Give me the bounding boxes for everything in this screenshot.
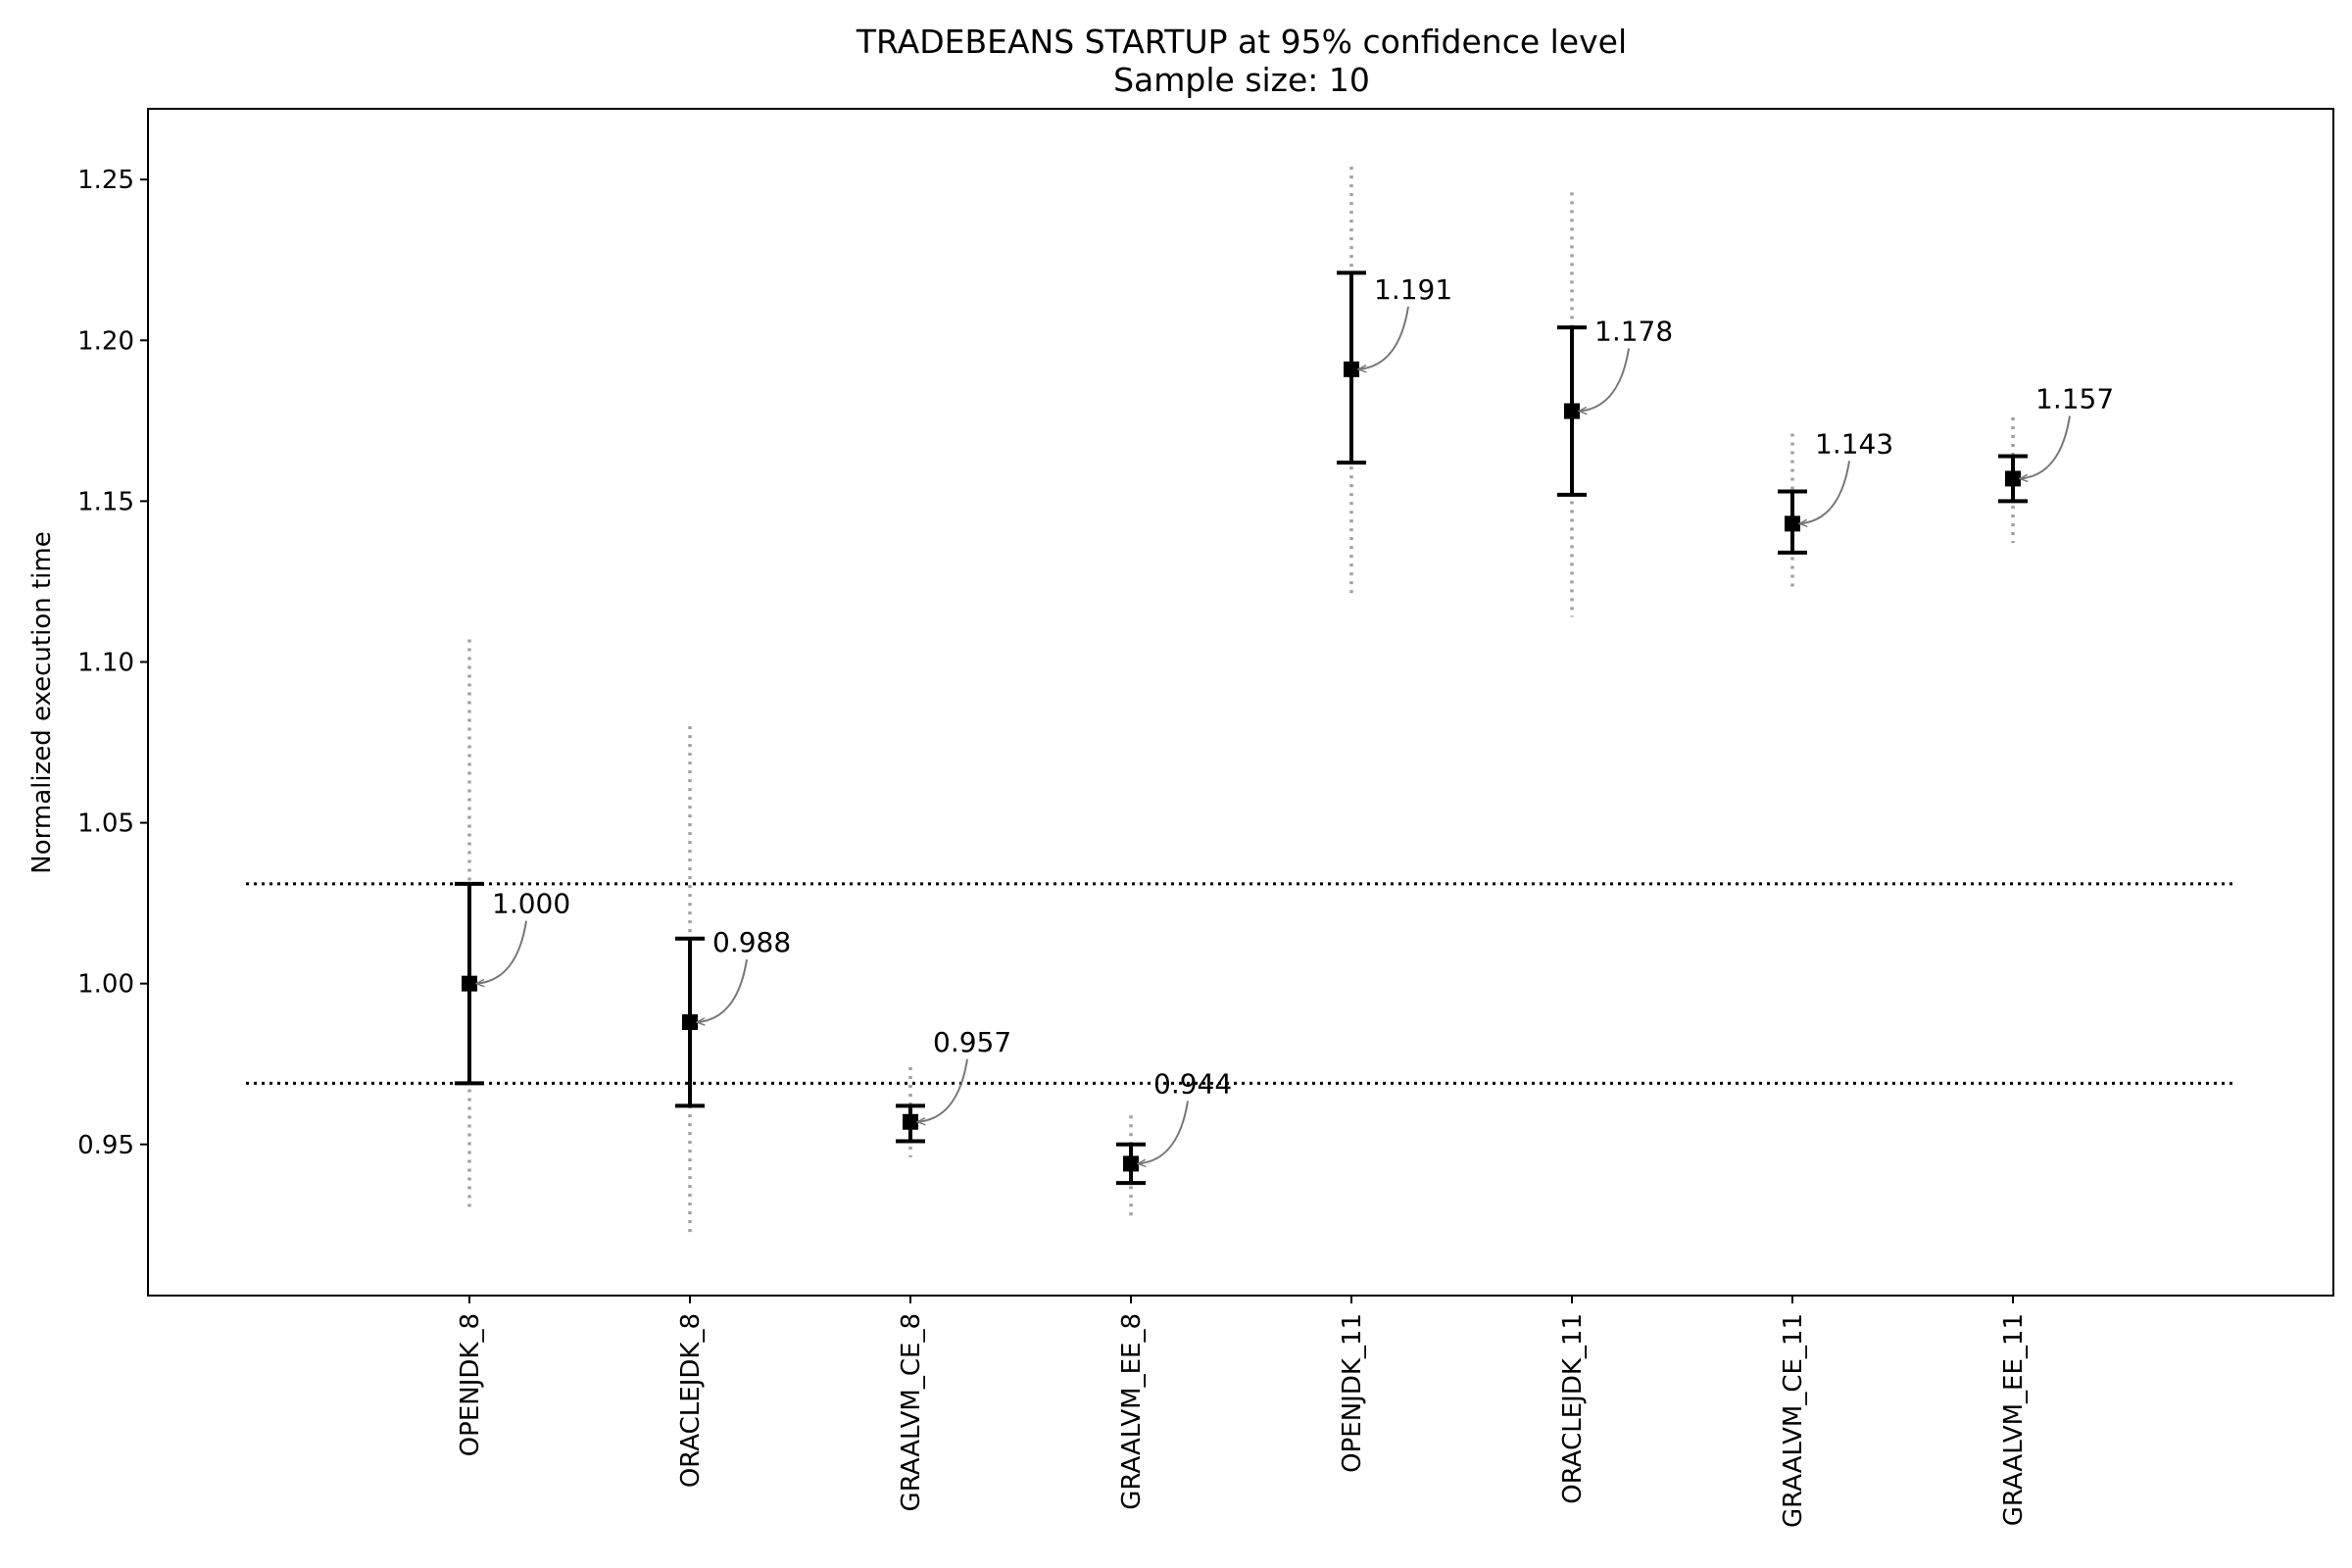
annotation-arrow-oraclejdk-8 xyxy=(697,958,748,1022)
x-tick-label-graalvm-ee-8: GRAALVM_EE_8 xyxy=(1117,1313,1147,1510)
value-label-graalvm-ce-8: 0.957 xyxy=(933,1026,1011,1058)
mean-marker-graalvm-ee-11 xyxy=(2005,470,2021,487)
annotation-arrow-openjdk-8 xyxy=(476,920,527,984)
annotation-arrow-oraclejdk-11 xyxy=(1579,348,1630,411)
y-tick-label-2: 1.05 xyxy=(77,809,134,839)
y-tick-label-0: 0.95 xyxy=(77,1131,134,1160)
mean-marker-openjdk-11 xyxy=(1344,361,1359,377)
y-tick-label-4: 1.15 xyxy=(77,487,134,516)
value-label-openjdk-11: 1.191 xyxy=(1374,273,1452,306)
annotation-arrow-graalvm-ce-8 xyxy=(917,1058,968,1122)
value-label-oraclejdk-11: 1.178 xyxy=(1594,315,1673,347)
chart-subtitle: Sample size: 10 xyxy=(1113,61,1370,99)
x-tick-label-graalvm-ce-8: GRAALVM_CE_8 xyxy=(897,1313,926,1511)
annotation-arrow-openjdk-11 xyxy=(1358,306,1409,369)
annotation-arrow-graalvm-ce-11 xyxy=(1799,461,1850,523)
x-tick-label-graalvm-ce-11: GRAALVM_CE_11 xyxy=(1779,1313,1808,1528)
x-tick-label-oraclejdk-8: ORACLEJDK_8 xyxy=(676,1313,706,1488)
x-tick-label-openjdk-11: OPENJDK_11 xyxy=(1338,1313,1367,1473)
chart-title: TRADEBEANS STARTUP at 95% confidence lev… xyxy=(856,23,1627,61)
value-label-graalvm-ee-11: 1.157 xyxy=(2035,382,2114,415)
x-tick-label-openjdk-8: OPENJDK_8 xyxy=(456,1313,485,1456)
ci-bars xyxy=(455,270,2028,1186)
annotation-arrow-graalvm-ee-8 xyxy=(1138,1101,1189,1163)
mean-marker-graalvm-ee-8 xyxy=(1123,1155,1139,1172)
value-label-openjdk-8: 1.000 xyxy=(492,888,570,920)
y-tick-label-1: 1.00 xyxy=(77,970,134,1000)
y-tick-label-5: 1.20 xyxy=(77,326,134,356)
y-axis-ticks: 0.95 1.00 1.05 1.10 1.15 1.20 1.25 xyxy=(77,166,148,1160)
value-annotations: 1.000 0.988 0.957 0.944 1.191 1.178 1.143 1.157 xyxy=(476,273,2114,1164)
plot-frame xyxy=(147,108,2334,1297)
value-label-oraclejdk-8: 0.988 xyxy=(712,926,791,958)
range-bars xyxy=(467,167,2015,1238)
reference-lines xyxy=(246,882,2235,1085)
value-label-graalvm-ee-8: 0.944 xyxy=(1153,1067,1232,1100)
value-label-graalvm-ce-11: 1.143 xyxy=(1815,427,1893,460)
annotation-arrow-graalvm-ee-11 xyxy=(2020,416,2071,478)
mean-markers xyxy=(462,361,2021,1172)
x-axis-ticks: OPENJDK_8 ORACLEJDK_8 GRAALVM_CE_8 GRAALVM_… xyxy=(456,1296,2029,1528)
x-tick-label-graalvm-ee-11: GRAALVM_EE_11 xyxy=(1999,1313,2029,1526)
y-axis-label: Normalized execution time xyxy=(27,531,57,873)
mean-marker-oraclejdk-11 xyxy=(1564,403,1580,419)
y-tick-label-3: 1.10 xyxy=(77,648,134,677)
x-tick-label-oraclejdk-11: ORACLEJDK_11 xyxy=(1558,1313,1588,1504)
mean-marker-graalvm-ce-8 xyxy=(903,1113,918,1130)
y-tick-label-6: 1.25 xyxy=(77,166,134,195)
mean-marker-openjdk-8 xyxy=(462,975,477,992)
mean-marker-oraclejdk-8 xyxy=(682,1014,698,1031)
mean-marker-graalvm-ce-11 xyxy=(1785,515,1800,532)
